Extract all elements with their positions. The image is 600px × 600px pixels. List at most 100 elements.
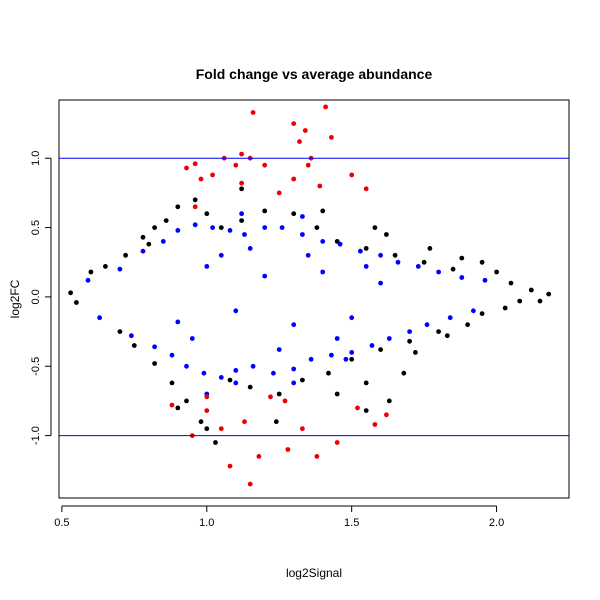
data-point <box>337 241 343 247</box>
x-tick-label: 2.0 <box>489 517 504 529</box>
data-point <box>210 172 216 178</box>
data-point <box>436 329 441 334</box>
data-point <box>242 232 247 237</box>
data-point <box>285 447 291 452</box>
data-point <box>305 252 311 258</box>
data-point <box>276 391 282 397</box>
data-point <box>421 259 427 265</box>
data-point <box>239 151 245 157</box>
data-point <box>140 248 146 254</box>
y-tick-label: -0.5 <box>30 357 42 376</box>
data-point <box>300 377 305 383</box>
data-point <box>444 333 450 339</box>
data-point <box>300 214 305 219</box>
data-point <box>297 139 302 145</box>
data-point <box>129 333 134 339</box>
data-point <box>239 218 245 224</box>
data-point <box>355 405 360 411</box>
data-point <box>363 408 369 413</box>
data-point <box>160 239 166 244</box>
data-point <box>317 183 323 189</box>
data-point <box>131 343 137 348</box>
data-point <box>479 311 485 316</box>
data-point <box>358 248 363 254</box>
data-point <box>326 370 331 376</box>
data-point <box>378 252 383 258</box>
points-layer <box>68 104 552 487</box>
data-point <box>384 412 389 418</box>
data-point <box>233 368 239 373</box>
data-point <box>250 363 256 369</box>
data-point <box>363 246 369 251</box>
data-point <box>204 394 210 400</box>
data-point <box>384 232 389 237</box>
data-point <box>227 463 233 469</box>
data-point <box>320 239 326 244</box>
data-point <box>329 352 334 358</box>
data-point <box>459 275 465 280</box>
data-point <box>239 211 245 217</box>
data-point <box>169 402 175 408</box>
data-point <box>271 370 276 376</box>
data-point <box>323 104 328 110</box>
data-point <box>363 186 369 192</box>
data-point <box>117 266 123 272</box>
data-point <box>300 426 305 432</box>
data-point <box>320 208 326 214</box>
data-point <box>407 338 412 344</box>
data-point <box>308 356 314 362</box>
data-point <box>291 322 297 328</box>
data-point <box>189 336 195 341</box>
y-tick-label: 0.0 <box>30 289 42 304</box>
data-point <box>291 121 297 126</box>
data-point <box>471 308 476 314</box>
x-tick-label: 0.5 <box>54 517 69 529</box>
data-point <box>163 218 169 224</box>
x-axis: 0.5 1.0 1.5 2.0 <box>54 505 504 529</box>
data-point <box>314 454 320 459</box>
data-point <box>378 280 383 286</box>
data-point <box>502 305 508 311</box>
data-point <box>198 176 204 182</box>
data-point <box>392 252 398 258</box>
y-tick-label: 0.5 <box>30 220 42 235</box>
data-point <box>198 419 204 425</box>
data-point <box>210 225 216 231</box>
data-point <box>291 176 297 182</box>
data-point <box>482 277 488 283</box>
data-point <box>305 162 311 168</box>
data-point <box>415 264 421 269</box>
data-point <box>123 252 128 258</box>
data-point <box>459 255 465 261</box>
data-point <box>247 384 253 390</box>
data-point <box>233 162 239 168</box>
data-point <box>334 391 340 397</box>
data-point <box>537 298 543 304</box>
data-point <box>242 419 247 425</box>
data-point <box>401 370 407 376</box>
data-point <box>291 380 297 386</box>
data-point <box>184 398 189 404</box>
data-point <box>282 398 288 404</box>
data-point <box>88 269 94 275</box>
data-point <box>192 197 198 203</box>
data-point <box>314 225 320 231</box>
data-point <box>349 172 355 178</box>
data-point <box>395 259 401 265</box>
data-point <box>247 481 253 487</box>
data-point <box>378 347 383 352</box>
y-axis-label: log2FC <box>8 279 22 318</box>
y-tick-label: 1.0 <box>30 151 42 166</box>
data-point <box>233 380 239 386</box>
data-point <box>262 225 268 231</box>
data-point <box>204 211 210 217</box>
data-point <box>184 165 189 171</box>
data-point <box>465 322 470 328</box>
data-point <box>424 322 430 328</box>
data-point <box>262 208 268 214</box>
data-point <box>494 269 499 275</box>
data-point <box>227 377 233 383</box>
data-point <box>276 190 282 196</box>
